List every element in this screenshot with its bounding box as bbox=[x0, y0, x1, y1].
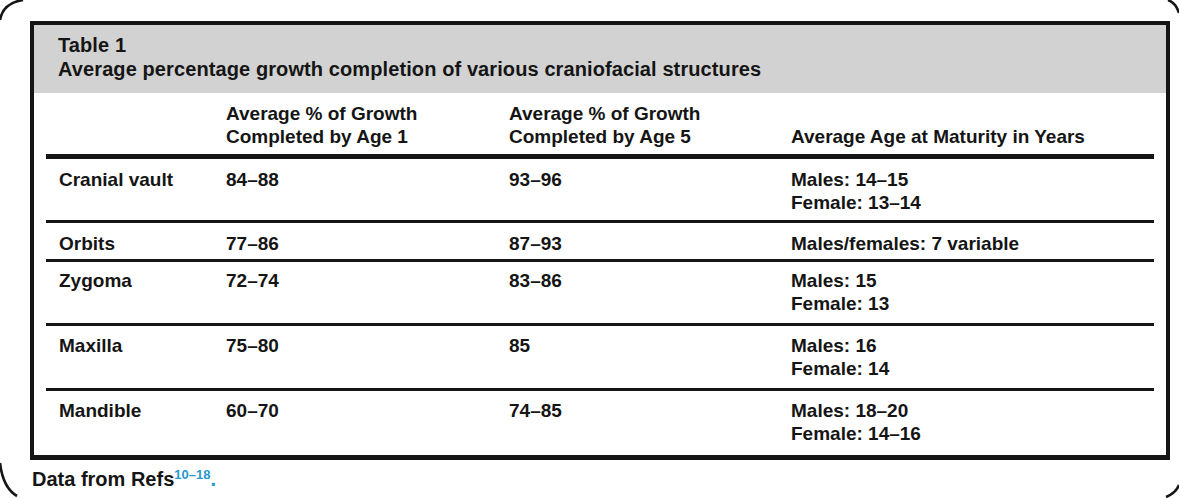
maturity-line: Female: 14–16 bbox=[791, 422, 1158, 445]
data-source-text: Data from Refs bbox=[32, 468, 174, 490]
structure-cell: Mandible bbox=[59, 399, 226, 422]
age1-cell: 84–88 bbox=[226, 168, 509, 191]
structure-cell: Zygoma bbox=[59, 269, 226, 292]
age1-cell: 77–86 bbox=[226, 232, 509, 255]
maturity-line: Males/females: 7 variable bbox=[791, 232, 1158, 255]
corner-arc-top-right bbox=[1168, 0, 1179, 13]
maturity-cell: Males: 16 Female: 14 bbox=[791, 334, 1158, 380]
maturity-line: Female: 13–14 bbox=[791, 191, 1158, 214]
maturity-line: Males: 15 bbox=[791, 269, 1158, 292]
structure-cell: Maxilla bbox=[59, 334, 226, 357]
maturity-line: Males: 16 bbox=[791, 334, 1158, 357]
maturity-line: Males: 18–20 bbox=[791, 399, 1158, 422]
page: Table 1 Average percentage growth comple… bbox=[0, 0, 1179, 498]
table-row: Mandible 60–70 74–85 Males: 18–20 Female… bbox=[34, 391, 1166, 451]
data-source-note: Data from Refs10–18. bbox=[32, 466, 216, 495]
age5-cell: 85 bbox=[509, 334, 791, 357]
maturity-cell: Males: 15 Female: 13 bbox=[791, 269, 1158, 315]
table-header-band: Table 1 Average percentage growth comple… bbox=[34, 25, 1166, 93]
table-row: Cranial vault 84–88 93–96 Males: 14–15 F… bbox=[34, 159, 1166, 220]
maturity-line: Female: 13 bbox=[791, 292, 1158, 315]
maturity-line: Female: 14 bbox=[791, 357, 1158, 380]
structure-cell: Cranial vault bbox=[59, 168, 226, 191]
table-row: Zygoma 72–74 83–86 Males: 15 Female: 13 bbox=[34, 262, 1166, 323]
corner-arc-bottom-left bbox=[0, 463, 17, 496]
table-row: Orbits 77–86 87–93 Males/females: 7 vari… bbox=[34, 223, 1166, 259]
structure-cell: Orbits bbox=[59, 232, 226, 255]
age5-cell: 93–96 bbox=[509, 168, 791, 191]
age5-cell: 87–93 bbox=[509, 232, 791, 255]
corner-arc-bottom-right bbox=[1166, 485, 1179, 497]
maturity-cell: Males: 14–15 Female: 13–14 bbox=[791, 168, 1158, 214]
col-header-line: Completed by Age 5 bbox=[509, 125, 791, 148]
table-label: Table 1 bbox=[58, 33, 1146, 57]
age1-cell: 75–80 bbox=[226, 334, 509, 357]
age5-cell: 74–85 bbox=[509, 399, 791, 422]
table-card: Table 1 Average percentage growth comple… bbox=[30, 21, 1170, 460]
maturity-cell: Males: 18–20 Female: 14–16 bbox=[791, 399, 1158, 445]
age1-cell: 60–70 bbox=[226, 399, 509, 422]
reference-superscript: 10–18 bbox=[174, 467, 210, 482]
table-row: Maxilla 75–80 85 Males: 16 Female: 14 bbox=[34, 326, 1166, 388]
col-header-age1: Average % of Growth Completed by Age 1 bbox=[226, 102, 509, 148]
maturity-line: Males: 14–15 bbox=[791, 168, 1158, 191]
age1-cell: 72–74 bbox=[226, 269, 509, 292]
corner-arc-top-left bbox=[0, 0, 23, 20]
maturity-cell: Males/females: 7 variable bbox=[791, 232, 1158, 255]
table-caption: Average percentage growth completion of … bbox=[58, 57, 1146, 81]
data-source-period: . bbox=[210, 468, 216, 490]
col-header-line: Average Age at Maturity in Years bbox=[791, 125, 1158, 148]
col-header-line: Average % of Growth bbox=[226, 102, 509, 125]
age5-cell: 83–86 bbox=[509, 269, 791, 292]
column-header-row: Average % of Growth Completed by Age 1 A… bbox=[34, 93, 1166, 154]
col-header-age5: Average % of Growth Completed by Age 5 bbox=[509, 102, 791, 148]
col-header-maturity: Average Age at Maturity in Years bbox=[791, 125, 1158, 148]
col-header-line: Average % of Growth bbox=[509, 102, 791, 125]
col-header-line: Completed by Age 1 bbox=[226, 125, 509, 148]
